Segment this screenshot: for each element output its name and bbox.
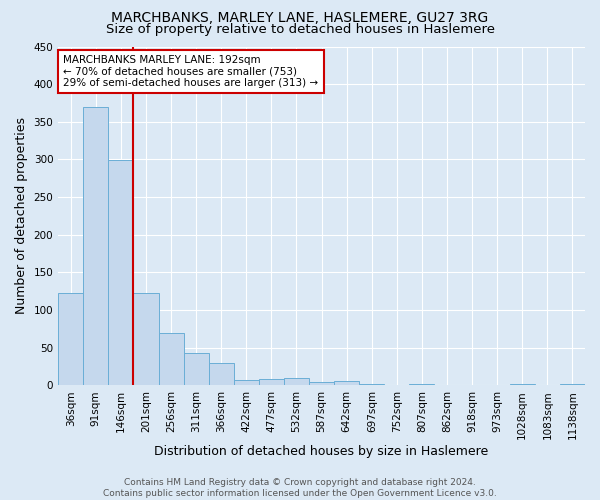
Bar <box>309 382 334 386</box>
Text: Size of property relative to detached houses in Haslemere: Size of property relative to detached ho… <box>106 22 494 36</box>
Text: MARCHBANKS, MARLEY LANE, HASLEMERE, GU27 3RG: MARCHBANKS, MARLEY LANE, HASLEMERE, GU27… <box>112 11 488 25</box>
Text: MARCHBANKS MARLEY LANE: 192sqm
← 70% of detached houses are smaller (753)
29% of: MARCHBANKS MARLEY LANE: 192sqm ← 70% of … <box>64 55 319 88</box>
Bar <box>83 106 109 386</box>
Bar <box>460 384 485 386</box>
Bar <box>385 384 409 386</box>
Bar <box>334 381 359 386</box>
Bar <box>58 294 83 386</box>
Bar <box>510 384 535 386</box>
Bar <box>184 353 209 386</box>
Bar <box>284 378 309 386</box>
X-axis label: Distribution of detached houses by size in Haslemere: Distribution of detached houses by size … <box>154 444 489 458</box>
Bar <box>109 160 133 386</box>
Text: Contains HM Land Registry data © Crown copyright and database right 2024.
Contai: Contains HM Land Registry data © Crown c… <box>103 478 497 498</box>
Y-axis label: Number of detached properties: Number of detached properties <box>15 118 28 314</box>
Bar <box>409 384 434 386</box>
Bar <box>158 332 184 386</box>
Bar <box>133 294 158 386</box>
Bar <box>259 378 284 386</box>
Bar <box>234 380 259 386</box>
Bar <box>359 384 385 386</box>
Bar <box>560 384 585 386</box>
Bar <box>209 364 234 386</box>
